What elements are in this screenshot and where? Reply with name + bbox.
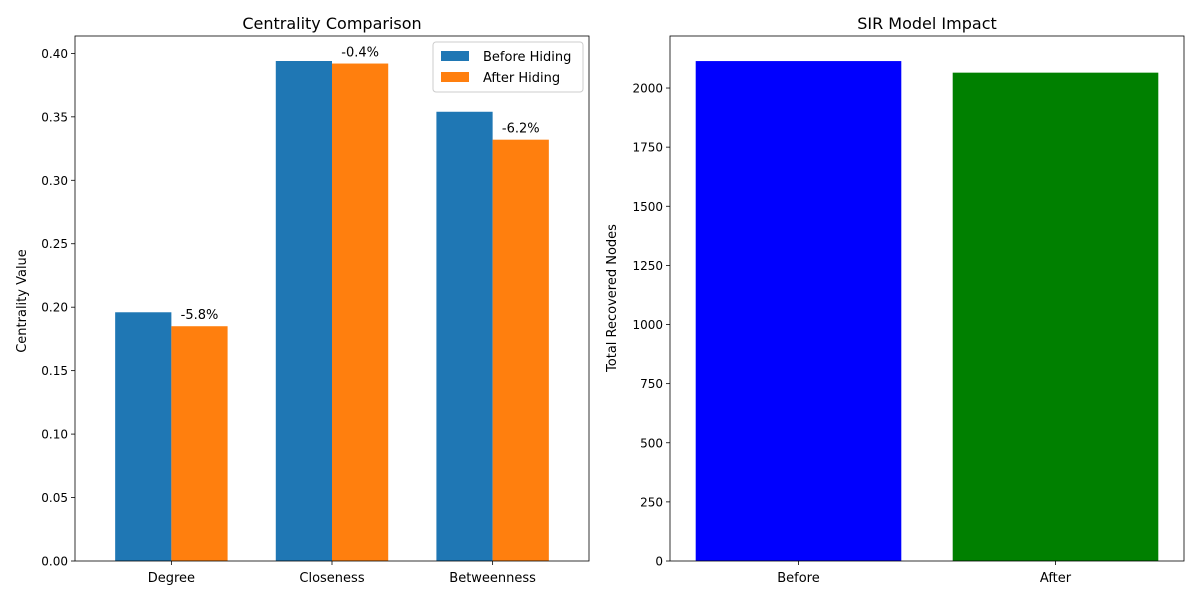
centrality-axes-frame <box>74 35 590 562</box>
sir-chart-title: SIR Model Impact <box>857 14 997 33</box>
centrality-x-tick-label: Betweenness <box>449 571 536 586</box>
sir-y-tick-label: 250 <box>640 495 663 509</box>
sir-y-tick-label: 500 <box>640 436 663 450</box>
sir-bars <box>695 61 1159 562</box>
bar-after-degree <box>171 326 228 561</box>
centrality-legend: Before Hiding After Hiding <box>432 41 584 93</box>
sir-y-tick-label: 750 <box>640 377 663 391</box>
centrality-y-tick-label: 0.35 <box>41 110 68 124</box>
centrality-y-tick-label: 0.40 <box>41 47 68 61</box>
centrality-chart: Centrality Comparison Centrality Value 0… <box>15 14 590 586</box>
legend-label-before: Before Hiding <box>483 50 571 65</box>
bar-after-closeness <box>332 63 389 561</box>
centrality-bars <box>115 61 549 562</box>
centrality-y-tick-label: 0.00 <box>41 555 68 569</box>
bar-before-betweenness <box>436 111 493 562</box>
legend-swatch-after <box>441 72 469 82</box>
centrality-y-tick-label: 0.25 <box>41 237 68 251</box>
legend-frame <box>432 41 584 93</box>
centrality-x-tick-label: Degree <box>148 571 195 586</box>
centrality-chart-title: Centrality Comparison <box>242 14 421 33</box>
centrality-y-tick-label: 0.15 <box>41 364 68 378</box>
pct-change-label: -5.8% <box>181 308 219 323</box>
sir-x-tick-label: Before <box>777 571 820 586</box>
sir-y-tick-label: 1000 <box>632 318 663 332</box>
centrality-y-tick-label: 0.05 <box>41 491 68 505</box>
sir-y-tick-label: 0 <box>655 555 663 569</box>
centrality-x-tick-label: Closeness <box>299 571 364 586</box>
sir-y-tick-label: 1250 <box>632 259 663 273</box>
centrality-y-tick-label: 0.10 <box>41 428 68 442</box>
legend-swatch-before <box>441 51 469 61</box>
centrality-y-ticks: 0.00 0.05 0.10 0.15 0.20 0.25 0.30 0.35 0.40 <box>41 47 75 569</box>
centrality-annotations: -5.8% -0.4% -6.2% <box>181 46 540 324</box>
sir-chart: SIR Model Impact Total Recovered Nodes 0… <box>605 14 1185 586</box>
sir-y-ticks: 0 250 500 750 1000 1250 1500 1750 2000 <box>632 82 670 569</box>
centrality-x-ticks: Degree Closeness Betweenness <box>148 561 536 586</box>
sir-axes-frame <box>669 35 1185 562</box>
bar-before-degree <box>115 312 172 561</box>
bar-after-betweenness <box>492 139 549 561</box>
centrality-y-axis-label: Centrality Value <box>15 249 30 353</box>
sir-x-tick-label: After <box>1040 571 1072 586</box>
sir-y-axis-label: Total Recovered Nodes <box>605 224 620 373</box>
bar-after <box>952 72 1159 562</box>
sir-x-ticks: Before After <box>777 561 1072 586</box>
centrality-y-tick-label: 0.30 <box>41 174 68 188</box>
legend-label-after: After Hiding <box>483 71 560 86</box>
bar-before-closeness <box>275 61 332 561</box>
sir-y-tick-label: 1750 <box>632 141 663 155</box>
sir-y-tick-label: 1500 <box>632 200 663 214</box>
pct-change-label: -0.4% <box>341 46 379 61</box>
sir-y-tick-label: 2000 <box>632 82 663 96</box>
pct-change-label: -6.2% <box>502 122 540 137</box>
bar-before <box>695 61 902 561</box>
centrality-y-tick-label: 0.20 <box>41 301 68 315</box>
